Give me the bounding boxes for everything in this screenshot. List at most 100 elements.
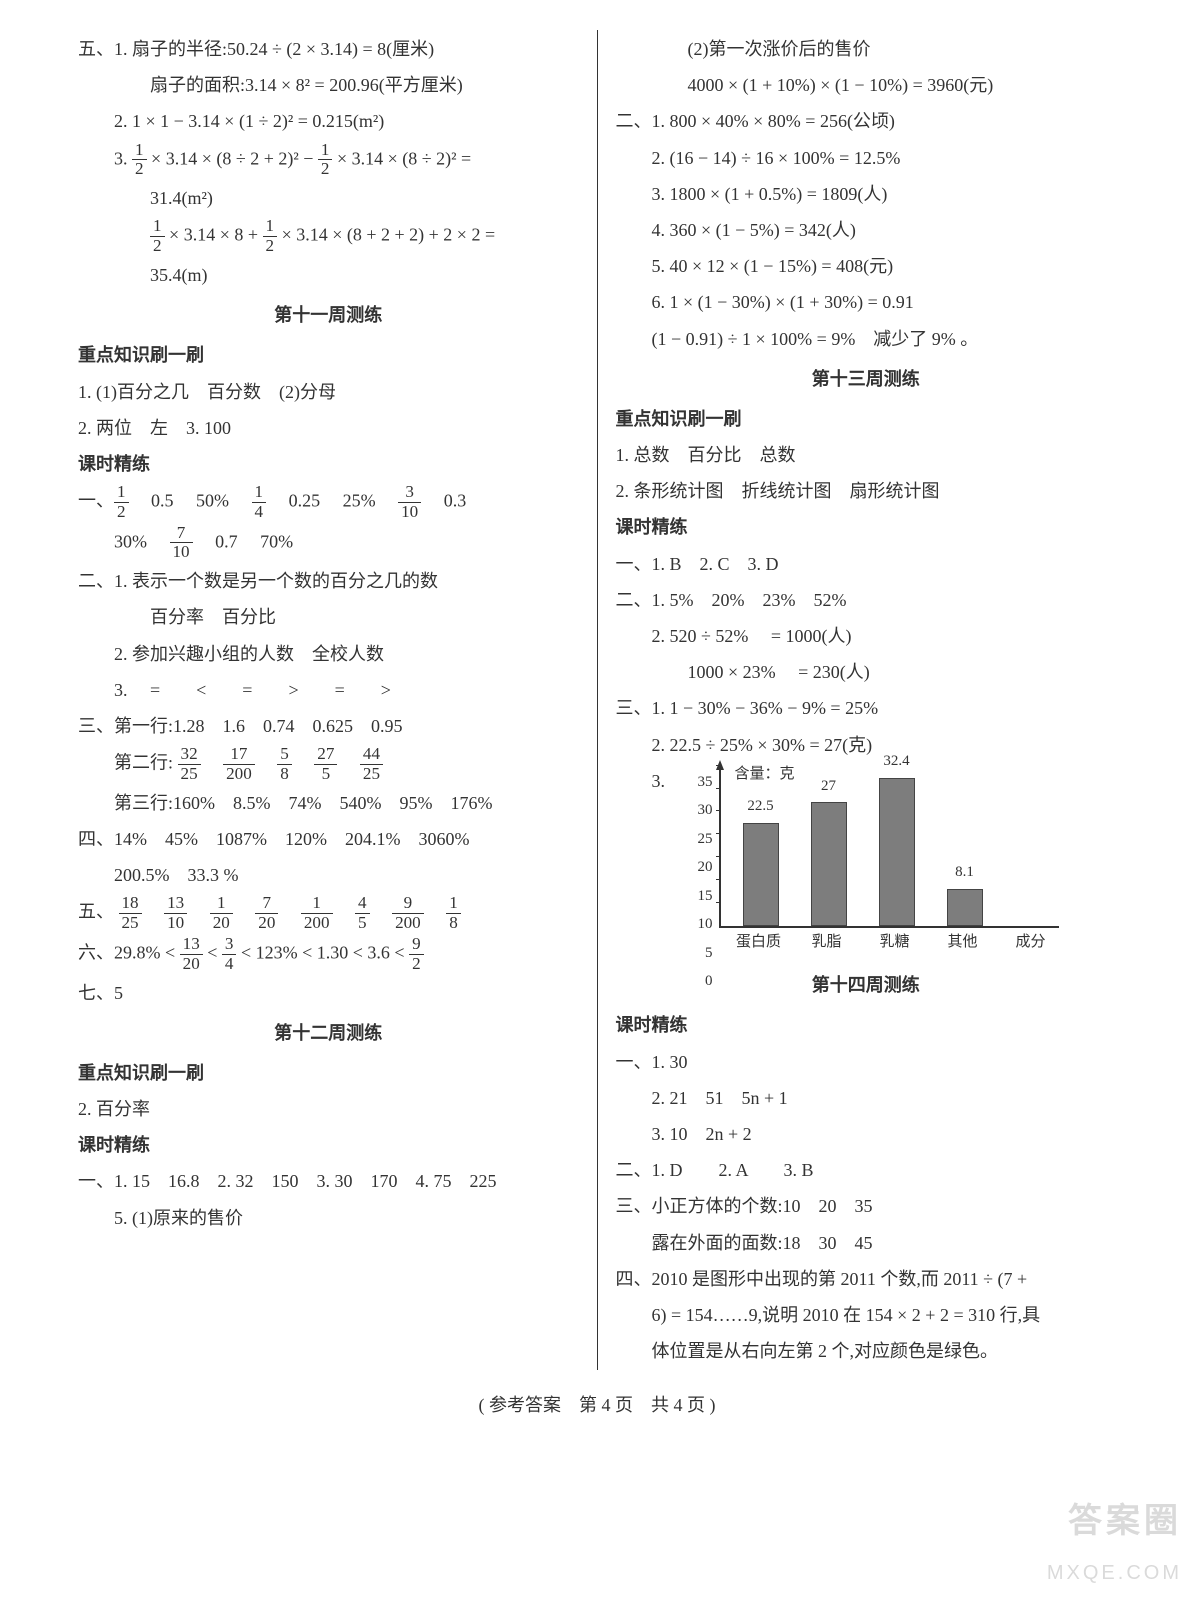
cont-2-6b: (1 − 0.91) ÷ 1 × 100% = 9% 减少了 9% 。 <box>616 322 1117 356</box>
w11-p7: 七、5 <box>78 976 579 1010</box>
bar <box>743 823 779 926</box>
sec5-line4-res: 35.4(m) <box>78 258 579 292</box>
cont-l2: 4000 × (1 + 10%) × (1 − 10%) = 3960(元) <box>616 68 1117 102</box>
w11-p2-3: 3. = < = > = > <box>78 673 579 707</box>
bar <box>879 778 915 926</box>
left-column: 五、1. 扇子的半径:50.24 ÷ (2 × 3.14) = 8(厘米) 扇子… <box>60 30 597 1370</box>
cont-2-6: 6. 1 × (1 − 30%) × (1 + 30%) = 0.91 <box>616 285 1117 319</box>
w11-p5: 五、 1825 1310 120 720 1200 45 9200 18 <box>78 894 579 933</box>
ytick-label: 5 <box>698 939 713 968</box>
w13-p1: 一、1. B 2. C 3. D <box>616 547 1117 581</box>
w13-p2-2b: 1000 × 23% = 230(人) <box>616 655 1117 689</box>
w13-k2: 2. 条形统计图 折线统计图 扇形统计图 <box>616 474 1117 508</box>
chart-yaxis: 35302520151050 <box>698 768 719 928</box>
chart-xlabels: 蛋白质乳脂乳糖其他成分 <box>719 928 1065 957</box>
ytick-label: 25 <box>698 825 713 854</box>
w12-p1-5: 5. (1)原来的售价 <box>78 1201 579 1235</box>
xtick-label: 其他 <box>929 928 997 957</box>
frac-icon: 45 <box>355 894 370 933</box>
w13-p3-3-label: 3. <box>652 764 688 798</box>
xtick-label: 成分 <box>997 928 1065 957</box>
ytick-label: 20 <box>698 853 713 882</box>
frac-icon: 1320 <box>180 935 203 974</box>
w11-p4: 四、14% 45% 1087% 120% 204.1% 3060% <box>78 822 579 856</box>
sec5-line3-res: 31.4(m²) <box>78 181 579 215</box>
week12-title: 第十二周测练 <box>78 1016 579 1050</box>
frac-icon: 34 <box>222 935 237 974</box>
w11-p6: 六、29.8% < 1320 < 34 < 123% < 1.30 < 3.6 … <box>78 935 579 974</box>
cont-2-5: 5. 40 × 12 × (1 − 15%) = 408(元) <box>616 249 1117 283</box>
w11-p3-2: 第二行: 3225 17200 58 275 4425 <box>78 745 579 784</box>
frac-icon: 17200 <box>223 745 255 784</box>
w11-k2: 2. 两位 左 3. 100 <box>78 411 579 445</box>
w11-p2-2: 2. 参加兴趣小组的人数 全校人数 <box>78 637 579 671</box>
watermark-url: MXQE.COM <box>1047 1554 1182 1592</box>
sec5-line4: 12 × 3.14 × 8 + 12 × 3.14 × (8 + 2 + 2) … <box>78 217 579 256</box>
ytick-label: 0 <box>698 967 713 996</box>
watermark: 答案圈 MXQE.COM <box>1047 1489 1182 1592</box>
w14-p1-3: 3. 10 2n + 2 <box>616 1117 1117 1151</box>
w12-khead: 重点知识刷一刷 <box>78 1056 579 1090</box>
frac-icon: 92 <box>409 935 424 974</box>
frac-half-icon: 12 <box>318 141 333 180</box>
week11-title: 第十一周测练 <box>78 298 579 332</box>
cont-l1: (2)第一次涨价后的售价 <box>616 32 1117 66</box>
w14-phead: 课时精练 <box>616 1008 1117 1042</box>
ytick-label: 30 <box>698 796 713 825</box>
bar-value-label: 32.4 <box>883 747 909 776</box>
ytick-label: 15 <box>698 882 713 911</box>
bar-value-label: 22.5 <box>747 792 773 821</box>
bar <box>811 802 847 925</box>
page-footer: ( 参考答案 第 4 页 共 4 页 ) <box>60 1388 1134 1422</box>
bar-value-label: 8.1 <box>955 858 974 887</box>
frac-3-10-icon: 310 <box>398 483 421 522</box>
sec5-line2: 2. 1 × 1 − 3.14 × (1 ÷ 2)² = 0.215(m²) <box>78 104 579 138</box>
frac-icon: 120 <box>210 894 233 933</box>
frac-half-icon: 12 <box>150 217 165 256</box>
frac-half-icon: 12 <box>132 141 147 180</box>
w11-k1: 1. (1)百分之几 百分数 (2)分母 <box>78 375 579 409</box>
bar <box>947 889 983 926</box>
week13-title: 第十三周测练 <box>616 362 1117 396</box>
w14-p4b: 6) = 154……9,说明 2010 在 154 × 2 + 2 = 310 … <box>616 1298 1117 1332</box>
bar-chart: 35302520151050 含量：克 22.52732.48.1 蛋白质乳脂乳… <box>688 764 1065 963</box>
w11-p1-row1: 一、12 0.5 50% 14 0.25 25% 310 0.3 <box>78 483 579 522</box>
w14-p1-1: 一、1. 30 <box>616 1045 1117 1079</box>
two-column-layout: 五、1. 扇子的半径:50.24 ÷ (2 × 3.14) = 8(厘米) 扇子… <box>60 30 1134 1370</box>
frac-7-10-icon: 710 <box>170 524 193 563</box>
w12-phead: 课时精练 <box>78 1128 579 1162</box>
ytick-label: 35 <box>698 768 713 797</box>
watermark-text: 答案圈 <box>1047 1489 1182 1554</box>
frac-icon: 275 <box>314 745 337 784</box>
w11-p3-3: 第三行:160% 8.5% 74% 540% 95% 176% <box>78 786 579 820</box>
w13-p3-3-chart-row: 3. 35302520151050 含量：克 22.52732.48.1 蛋白质… <box>616 764 1117 963</box>
frac-icon: 1200 <box>301 894 333 933</box>
w12-k2: 2. 百分率 <box>78 1092 579 1126</box>
xtick-label: 乳脂 <box>793 928 861 957</box>
w14-p4a: 四、2010 是图形中出现的第 2011 个数,而 2011 ÷ (7 + <box>616 1262 1117 1296</box>
w14-p4c: 体位置是从右向左第 2 个,对应颜色是绿色。 <box>616 1334 1117 1368</box>
bar-cell: 32.4 <box>863 747 931 926</box>
cont-2-3: 3. 1800 × (1 + 0.5%) = 1809(人) <box>616 177 1117 211</box>
w14-p1-2: 2. 21 51 5n + 1 <box>616 1081 1117 1115</box>
frac-half-icon: 12 <box>263 217 278 256</box>
week14-title: 第十四周测练 <box>616 968 1117 1002</box>
w13-p2-1: 二、1. 5% 20% 23% 52% <box>616 583 1117 617</box>
xtick-label: 乳糖 <box>861 928 929 957</box>
w11-p3-1: 三、第一行:1.28 1.6 0.74 0.625 0.95 <box>78 709 579 743</box>
frac-quarter-icon: 14 <box>252 483 267 522</box>
frac-icon: 4425 <box>360 745 383 784</box>
w13-p3-1: 三、1. 1 − 30% − 36% − 9% = 25% <box>616 691 1117 725</box>
bar-cell: 27 <box>795 772 863 926</box>
cont-2-2: 2. (16 − 14) ÷ 16 × 100% = 12.5% <box>616 141 1117 175</box>
w14-p2: 二、1. D 2. A 3. B <box>616 1153 1117 1187</box>
frac-icon: 1310 <box>164 894 187 933</box>
w13-phead: 课时精练 <box>616 510 1117 544</box>
w13-k1: 1. 总数 百分比 总数 <box>616 438 1117 472</box>
frac-icon: 720 <box>255 894 278 933</box>
frac-icon: 3225 <box>178 745 201 784</box>
sec5-line1b: 扇子的面积:3.14 × 8² = 200.96(平方厘米) <box>78 68 579 102</box>
w13-khead: 重点知识刷一刷 <box>616 402 1117 436</box>
frac-icon: 18 <box>446 894 461 933</box>
cont-2-1: 二、1. 800 × 40% × 80% = 256(公顷) <box>616 104 1117 138</box>
